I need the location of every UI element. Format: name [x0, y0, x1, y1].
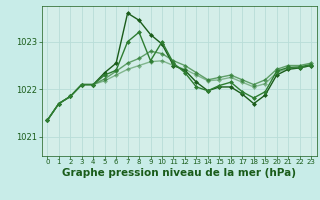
X-axis label: Graphe pression niveau de la mer (hPa): Graphe pression niveau de la mer (hPa) — [62, 168, 296, 178]
